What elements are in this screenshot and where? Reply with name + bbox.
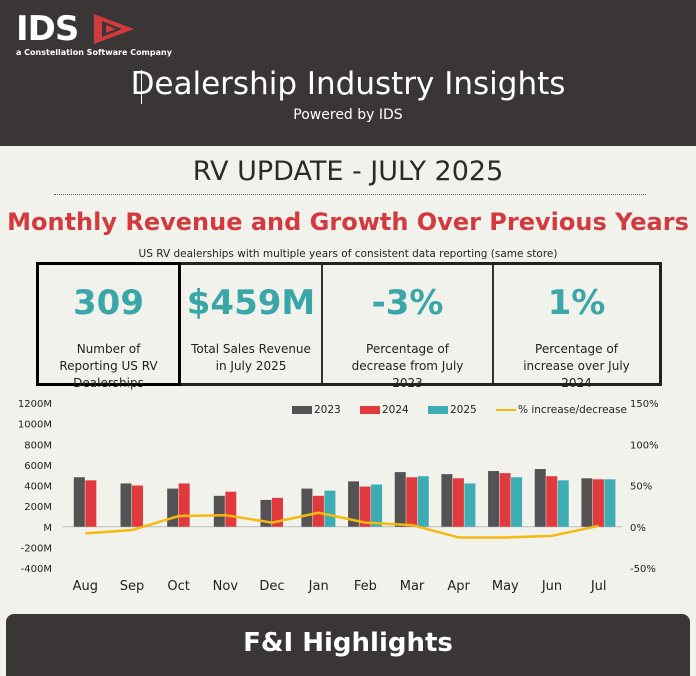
kpi-value: 309 [73, 283, 144, 323]
bar-2024-May [499, 473, 511, 527]
legend-label: 2024 [382, 404, 409, 416]
kpi-value: $459M [186, 283, 316, 323]
y-tick-label: 200M [24, 502, 52, 513]
bar-2025-Apr [464, 483, 476, 527]
legend-pct: % increase/decrease [496, 404, 627, 416]
y-tick-label: 800M [24, 440, 52, 451]
x-tick-label: Aug [73, 579, 98, 594]
logo-subtitle: a Constellation Software Company [16, 48, 172, 57]
text-cursor [141, 70, 142, 104]
legend-label: 2025 [450, 404, 477, 416]
bar-2023-Oct [167, 488, 179, 527]
bar-2024-Oct [178, 483, 190, 527]
y2-tick-label: 100% [630, 440, 659, 451]
bar-2024-Jul [592, 479, 604, 527]
kpi-increase-2024: 1% Percentage of increase over July 2024 [494, 265, 659, 390]
bar-2024-Dec [272, 497, 283, 527]
fi-highlights-banner: F&I Highlights [6, 614, 690, 676]
x-tick-label: Sep [120, 579, 145, 594]
bar-2024-Jan [312, 495, 324, 527]
kpi-value: 1% [547, 283, 606, 323]
report-title: RV UPDATE - JULY 2025 [192, 156, 504, 187]
bar-2024-Aug [85, 480, 97, 527]
legend-line [496, 409, 516, 411]
kpi-decrease-2023: -3% Percentage of decrease from July 202… [323, 265, 494, 390]
bar-2024-Feb [359, 486, 371, 527]
bar-2024-Mar [406, 477, 418, 527]
y-tick-label: 400M [24, 482, 52, 493]
section-note: US RV dealerships with multiple years of… [138, 248, 558, 260]
x-tick-label: May [492, 579, 519, 594]
bar-2025-Jan [324, 490, 336, 527]
bar-2023-Feb [348, 481, 360, 527]
section-title: Monthly Revenue and Growth Over Previous… [7, 208, 689, 236]
fi-highlights-title: F&I Highlights [243, 628, 453, 658]
bar-2023-Aug [73, 477, 85, 527]
revenue-chart: 1200M 1000M 800M 600M 400M 200M M -200M -400M 150… [18, 399, 659, 594]
kpi-label: Total Sales Revenue in July 2025 [191, 342, 311, 373]
y-tick-label: -400M [21, 564, 52, 575]
bar-2024-Nov [225, 491, 237, 527]
ids-logo-mark-icon [94, 14, 134, 44]
x-tick-label: Mar [400, 579, 425, 594]
legend-2025: 2025 [428, 404, 477, 416]
y2-tick-label: 50% [630, 482, 652, 493]
kpi-panel: 309 Number of Reporting US RV Dealership… [36, 262, 662, 390]
logo-text: IDS [16, 9, 79, 49]
bar-2023-Sep [120, 483, 132, 527]
x-tick-label: Dec [259, 579, 284, 594]
legend-label: % increase/decrease [518, 404, 627, 416]
pct-change-line [85, 511, 599, 539]
kpi-label: Number of Reporting US RV Dealerships [59, 342, 158, 390]
x-tick-label: Oct [167, 579, 189, 594]
y2-tick-label: 150% [630, 399, 659, 410]
legend-swatch [360, 406, 380, 414]
bar-2025-May [511, 477, 523, 527]
kpi-label: Percentage of increase over July 2024 [523, 342, 630, 390]
bar-2024-Apr [452, 478, 464, 527]
legend-swatch [292, 406, 312, 414]
bar-2024-Jun [546, 476, 558, 527]
page-title: Dealership Industry Insights [130, 66, 566, 102]
divider [54, 194, 646, 195]
y2-tick-label: -50% [630, 564, 656, 575]
kpi-revenue: $459M Total Sales Revenue in July 2025 [181, 265, 323, 383]
y-tick-label: 1200M [18, 399, 52, 410]
bar-2023-Dec [260, 499, 272, 527]
bar-2023-Jul [581, 478, 593, 527]
kpi-value: -3% [371, 283, 444, 323]
x-tick-label: Feb [354, 579, 377, 594]
y-tick-label: M [43, 523, 52, 534]
bar-2023-Mar [394, 472, 406, 527]
report-header: IDS a Constellation Software Company Dea… [0, 0, 696, 146]
x-tick-label: Jan [308, 579, 329, 594]
legend-swatch [428, 406, 448, 414]
legend-label: 2023 [314, 404, 341, 416]
bar-2025-Jun [557, 480, 569, 527]
bar-2025-Jul [604, 479, 616, 527]
x-tick-label: Jul [590, 579, 607, 594]
bar-2023-Jun [534, 469, 546, 527]
bar-2025-Feb [371, 484, 383, 527]
x-tick-label: Jun [541, 579, 562, 594]
y-tick-label: 600M [24, 461, 52, 472]
bar-2023-Jan [301, 488, 313, 527]
legend-2024: 2024 [360, 404, 409, 416]
kpi-dealerships: 309 Number of Reporting US RV Dealership… [36, 262, 181, 390]
y-tick-label: -200M [21, 543, 52, 554]
kpi-label: Percentage of decrease from July 2023 [351, 342, 464, 390]
y2-tick-label: 0% [630, 523, 646, 534]
page-subtitle: Powered by IDS [293, 107, 403, 123]
bar-2024-Sep [132, 485, 143, 527]
legend-2023: 2023 [292, 404, 341, 416]
bar-2025-Mar [417, 476, 429, 527]
bar-2023-May [488, 471, 500, 527]
bar-2023-Nov [213, 495, 225, 527]
x-tick-label: Nov [213, 579, 239, 594]
bar-2023-Apr [441, 474, 453, 527]
x-tick-label: Apr [447, 579, 470, 594]
y-tick-label: 1000M [18, 420, 52, 431]
